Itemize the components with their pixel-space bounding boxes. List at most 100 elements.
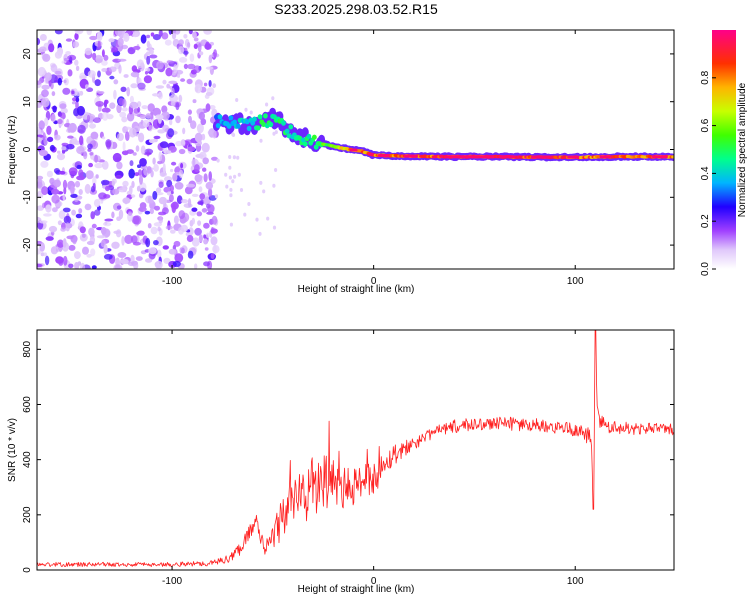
- noise-blob: [41, 89, 49, 98]
- noise-blob: [118, 64, 122, 74]
- noise-blob: [90, 211, 95, 220]
- noise-blob: [166, 83, 171, 89]
- noise-blob: [178, 169, 184, 179]
- noise-blob: [60, 112, 66, 120]
- noise-blob: [113, 263, 123, 269]
- noise-blob: [149, 54, 158, 59]
- noise-blob: [130, 83, 138, 89]
- noise-blob: [139, 202, 147, 210]
- noise-blob: [172, 173, 178, 182]
- noise-blob: [100, 179, 110, 186]
- snr-ytick-label: 200: [22, 506, 33, 523]
- noise-blob: [181, 140, 186, 145]
- noise-blob: [186, 183, 196, 188]
- noise-blob: [42, 202, 46, 209]
- noise-blob: [72, 236, 77, 245]
- noise-blob: [59, 103, 67, 109]
- spectrogram-ylabel: Frequency (Hz): [7, 116, 18, 185]
- noise-blob: [113, 230, 121, 234]
- noise-blob: [180, 78, 186, 82]
- noise-blob: [94, 209, 101, 216]
- noise-blob: [205, 92, 213, 96]
- noise-blob: [38, 120, 45, 130]
- signal-core: [261, 121, 266, 127]
- noise-blob: [53, 168, 60, 174]
- noise-blob: [198, 234, 203, 243]
- noise-blob: [39, 220, 48, 224]
- noise-blob: [76, 105, 85, 116]
- noise-blob: [168, 194, 174, 203]
- noise-blob: [122, 180, 129, 187]
- noise-blob: [72, 41, 80, 48]
- noise-blob: [65, 38, 73, 42]
- noise-blob: [140, 34, 147, 44]
- noise-blob: [39, 34, 47, 41]
- noise-blob: [75, 30, 81, 33]
- noise-blob: [39, 242, 45, 252]
- noise-blob: [130, 71, 140, 78]
- noise-blob: [182, 50, 189, 55]
- noise-blob: [112, 152, 122, 163]
- signal-core: [244, 119, 250, 125]
- noise-blob: [171, 204, 176, 214]
- noise-blob: [149, 208, 154, 215]
- noise-blob: [255, 217, 259, 222]
- noise-blob: [41, 84, 50, 90]
- noise-blob: [236, 155, 240, 160]
- noise-blob: [191, 217, 195, 225]
- noise-blob: [79, 90, 84, 96]
- noise-blob: [102, 160, 109, 170]
- noise-blob: [158, 196, 168, 205]
- noise-blob: [175, 140, 183, 147]
- noise-blob: [58, 170, 66, 175]
- noise-blob: [140, 145, 146, 155]
- noise-blob: [92, 176, 97, 186]
- noise-blob: [203, 30, 212, 35]
- noise-blob: [161, 32, 169, 40]
- noise-blob: [120, 258, 129, 265]
- noise-blob: [191, 193, 199, 197]
- noise-blob: [38, 149, 48, 157]
- noise-blob: [89, 123, 96, 129]
- noise-blob: [68, 263, 74, 269]
- noise-blob: [105, 185, 110, 192]
- noise-blob: [113, 89, 117, 100]
- noise-blob: [60, 107, 68, 114]
- noise-blob: [108, 38, 115, 43]
- noise-blob: [111, 180, 115, 187]
- noise-blob: [212, 83, 217, 89]
- noise-blob: [70, 193, 78, 198]
- spectrogram-heatmap: [37, 30, 674, 269]
- noise-blob: [150, 226, 158, 235]
- noise-blob: [202, 157, 209, 165]
- noise-blob: [79, 75, 87, 79]
- noise-blob: [178, 57, 188, 63]
- noise-blob: [198, 111, 205, 121]
- noise-blob: [145, 67, 151, 72]
- spectrogram-ytick-label: -20: [22, 237, 33, 252]
- noise-blob: [96, 31, 103, 42]
- noise-blob: [94, 162, 104, 169]
- noise-blob: [74, 32, 79, 41]
- noise-blob: [132, 241, 141, 246]
- noise-blob: [194, 174, 203, 183]
- noise-blob: [208, 171, 212, 181]
- noise-blob: [191, 237, 200, 247]
- noise-blob: [79, 226, 86, 234]
- noise-blob: [154, 205, 160, 211]
- noise-blob: [161, 207, 169, 215]
- noise-blob: [148, 43, 152, 54]
- noise-blob: [60, 227, 67, 232]
- noise-blob: [42, 53, 51, 62]
- noise-blob: [137, 82, 146, 90]
- noise-blob: [193, 65, 201, 73]
- noise-blob: [122, 197, 131, 204]
- colorbar-tick-label: 0.2: [700, 214, 711, 228]
- noise-blob: [57, 47, 64, 56]
- spectrogram-xlabel: Height of straight line (km): [298, 284, 415, 295]
- noise-blob: [233, 174, 237, 179]
- noise-blob: [186, 234, 194, 243]
- noise-blob: [210, 236, 218, 246]
- noise-blob: [225, 184, 229, 189]
- noise-blob: [145, 237, 151, 248]
